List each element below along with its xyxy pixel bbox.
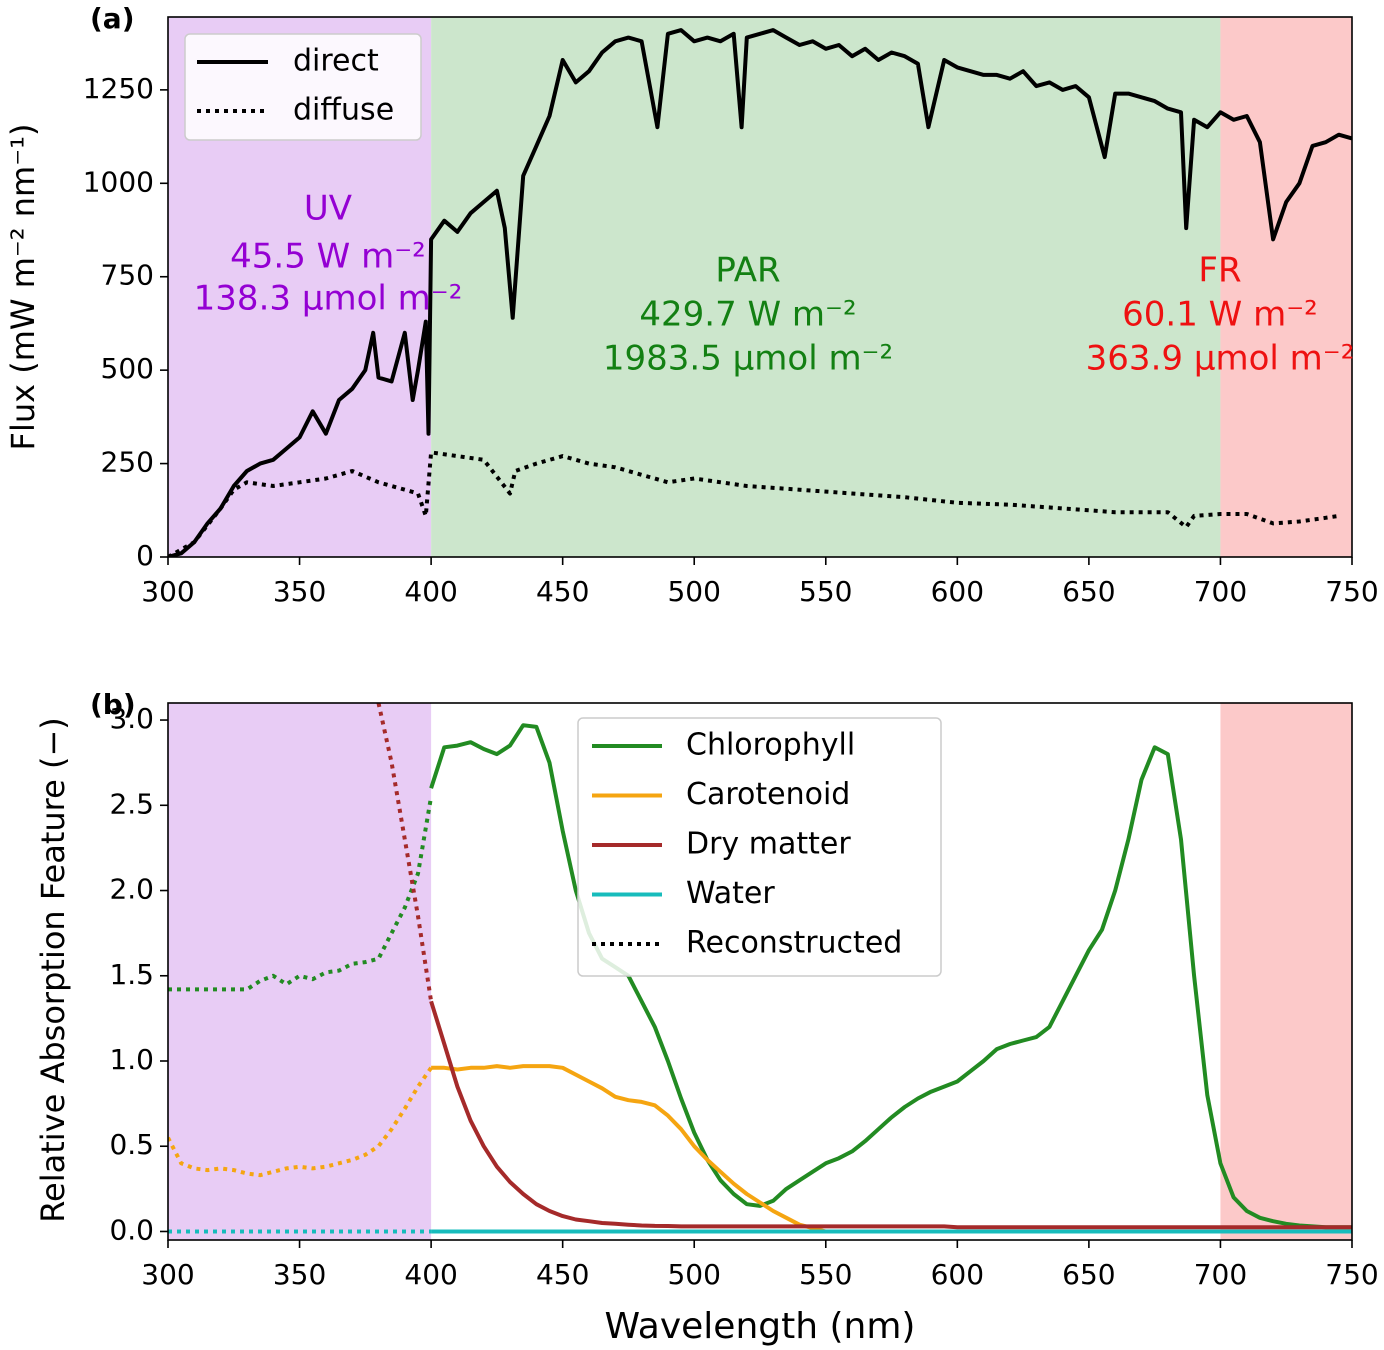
y-tick-label: 0 xyxy=(136,539,154,572)
region-annotation: 363.9 µmol m⁻² xyxy=(1086,339,1355,379)
region-annotation: 60.1 W m⁻² xyxy=(1122,295,1318,335)
x-tick-label: 500 xyxy=(667,575,720,608)
y-tick-label: 500 xyxy=(101,352,154,385)
plot-frame xyxy=(167,16,1353,558)
legend-label: Chlorophyll xyxy=(686,728,855,763)
panel-label: (a) xyxy=(90,2,135,35)
legend-label: Dry matter xyxy=(686,827,851,862)
region-annotation: PAR xyxy=(715,251,780,291)
y-tick-label: 2.0 xyxy=(109,873,154,906)
plot-area xyxy=(168,703,1352,1240)
x-tick-label: 450 xyxy=(536,575,589,608)
region-annotation: 1983.5 µmol m⁻² xyxy=(603,339,893,379)
legend-label: Water xyxy=(686,876,775,911)
x-tick-label: 600 xyxy=(931,1258,984,1291)
x-tick-label: 700 xyxy=(1194,575,1247,608)
y-tick-label: 1.0 xyxy=(109,1043,154,1076)
region-annotation: 45.5 W m⁻² xyxy=(230,237,426,277)
y-axis-label: Relative Absorption Feature (−) xyxy=(34,717,72,1222)
region-shade xyxy=(168,703,432,1240)
region-annotation: FR xyxy=(1198,251,1241,291)
y-tick-label: 1.5 xyxy=(109,958,154,991)
x-tick-label: 300 xyxy=(141,575,194,608)
region-shade xyxy=(431,17,1221,557)
x-tick-label: 300 xyxy=(141,1258,194,1291)
data-line xyxy=(168,28,1352,557)
x-tick-label: 500 xyxy=(667,1258,720,1291)
x-tick-label: 650 xyxy=(1062,575,1115,608)
legend-box xyxy=(577,717,942,977)
x-tick-label: 700 xyxy=(1194,1258,1247,1291)
x-axis-label: Wavelength (nm) xyxy=(605,1306,916,1347)
x-tick-label: 650 xyxy=(1062,1258,1115,1291)
region-shade xyxy=(1220,17,1352,557)
x-tick-label: 400 xyxy=(404,1258,457,1291)
y-tick-label: 0.0 xyxy=(109,1213,154,1246)
y-tick-label: 1000 xyxy=(83,165,154,198)
y-tick-label: 250 xyxy=(101,446,154,479)
x-tick-label: 750 xyxy=(1325,1258,1378,1291)
region-annotation: 429.7 W m⁻² xyxy=(639,295,856,335)
panel-label: (b) xyxy=(90,688,136,721)
x-tick-label: 450 xyxy=(536,1258,589,1291)
y-tick-label: 750 xyxy=(101,259,154,292)
data-line xyxy=(429,1000,1352,1230)
legend-label: direct xyxy=(293,44,379,79)
region-annotation: 138.3 µmol m⁻² xyxy=(194,279,463,319)
x-tick-label: 600 xyxy=(931,575,984,608)
y-axis-label: Flux (mW m⁻² nm⁻¹) xyxy=(4,124,42,451)
x-tick-label: 750 xyxy=(1325,575,1378,608)
y-tick-label: 0.5 xyxy=(109,1128,154,1161)
region-shade xyxy=(1220,703,1352,1240)
data-line xyxy=(431,1064,827,1234)
plot-frame xyxy=(167,702,1353,1241)
x-tick-label: 350 xyxy=(273,1258,326,1291)
legend-label: Reconstructed xyxy=(686,926,902,961)
data-line xyxy=(168,450,1340,557)
x-tick-label: 550 xyxy=(799,575,852,608)
x-tick-label: 550 xyxy=(799,1258,852,1291)
y-tick-label: 1250 xyxy=(83,72,154,105)
y-tick-label: 3.0 xyxy=(109,702,154,735)
legend-label: diffuse xyxy=(293,93,394,128)
x-tick-label: 350 xyxy=(273,575,326,608)
x-tick-label: 400 xyxy=(404,575,457,608)
y-tick-label: 2.5 xyxy=(109,787,154,820)
legend-label: Carotenoid xyxy=(686,777,850,812)
reconstructed-line xyxy=(376,703,434,1002)
region-annotation: UV xyxy=(304,189,352,229)
